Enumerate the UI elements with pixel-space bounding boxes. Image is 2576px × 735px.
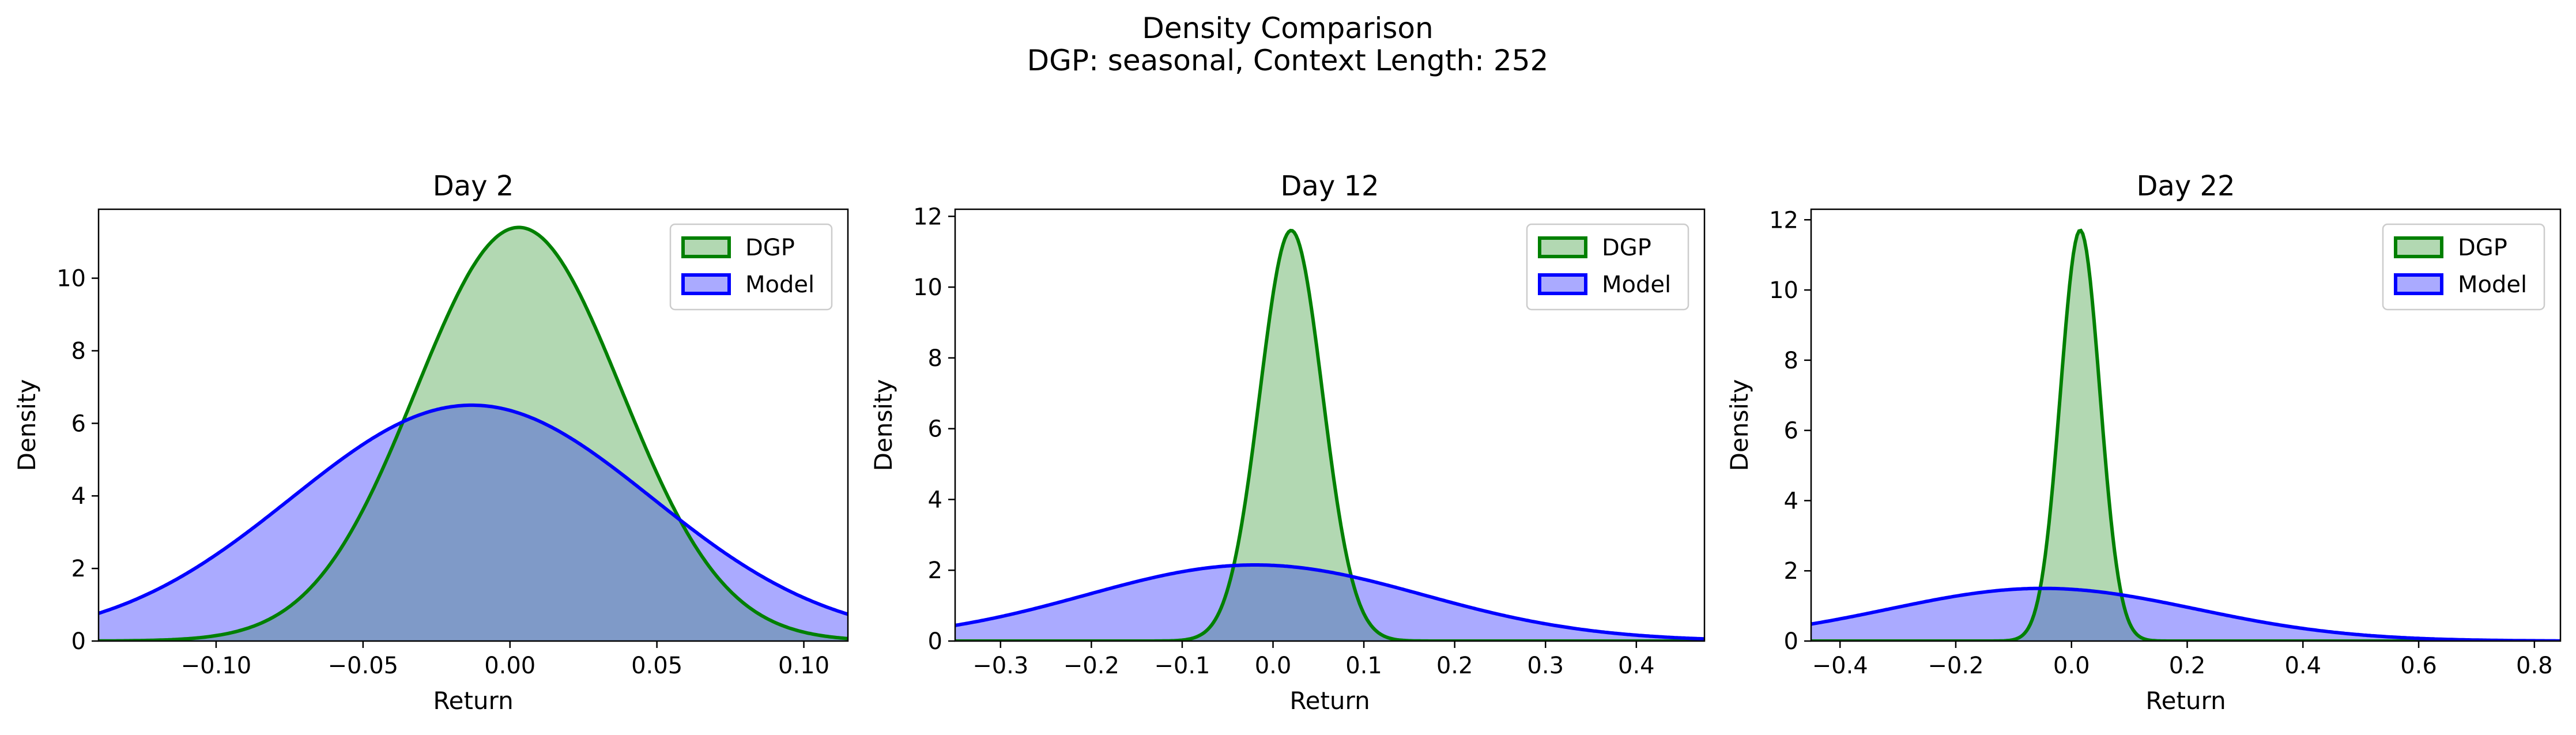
legend-label: DGP [745,235,795,261]
x-tick-label: −0.3 [972,653,1028,679]
subplot-title: Day 12 [1280,170,1379,202]
dgp-line [99,225,848,641]
x-tick-label: 0.10 [778,653,829,679]
axes-frame [97,208,849,642]
y-axis-label: Density [869,379,897,472]
legend-swatch-dgp [681,236,731,258]
y-tick-label: 2 [71,556,86,582]
legend: DGP Model [2382,223,2545,311]
x-tick-label: −0.2 [1063,653,1119,679]
y-tick-label: 0 [1784,628,1798,655]
y-tick-label: 6 [1784,418,1798,444]
y-tick-label: 2 [928,557,942,584]
subplot-title: Day 2 [433,170,514,202]
legend-swatch-model [1538,273,1587,295]
legend: DGP Model [669,223,833,311]
legend: DGP Model [1526,223,1689,311]
y-tick-label: 10 [56,266,86,292]
curves [99,225,848,641]
y-tick-label: 12 [913,203,942,230]
y-tick-label: 0 [71,628,86,655]
y-tick-label: 0 [928,628,942,655]
model-line [955,563,1704,641]
y-tick-label: 10 [913,274,942,301]
overlap-area [99,405,848,641]
subplot-2: −0.3 −0.2 −0.1 0.0 0.1 0.2 0.3 0.4 0 2 4 6 8 10 12 Day … [869,170,1706,715]
x-axis-label: Return [1289,687,1370,715]
legend-swatch-model [681,273,731,295]
y-tick-label: 4 [1784,488,1798,514]
x-tick-label: −0.2 [1928,653,1983,679]
x-tick-label: 0.0 [2053,653,2090,679]
x-axis-label: Return [2145,687,2226,715]
y-tick-label: 4 [71,483,86,510]
x-tick-label: −0.1 [1154,653,1210,679]
x-tick-label: 0.2 [2169,653,2206,679]
legend-label: Model [745,272,814,298]
overlap-area [955,565,1704,641]
y-tick-label: 6 [71,410,86,437]
x-tick-label: 0.4 [2284,653,2321,679]
x-tick-label: 0.0 [1255,653,1292,679]
y-tick-label: 6 [928,416,942,443]
x-tick-label: −0.10 [181,653,252,679]
x-tick-label: 0.2 [1436,653,1473,679]
y-tick-label: 8 [1784,348,1798,374]
figure-title: Density Comparison [1142,12,1433,45]
x-tick-label: 0.00 [484,653,535,679]
x-tick-label: 0.05 [631,653,682,679]
y-tick-label: 8 [71,338,86,364]
legend-swatch-dgp [1538,236,1587,258]
subplot-1: −0.10 −0.05 0.00 0.05 0.10 0 2 4 6 8 10 Day 2 Return… [13,170,849,715]
model-line [99,403,848,616]
legend-label: Model [2458,272,2527,298]
x-tick-label: 0.1 [1345,653,1382,679]
subplot-title: Day 22 [2136,170,2235,202]
x-axis-label: Return [433,687,513,715]
legend-label: DGP [1602,235,1651,261]
y-tick-label: 12 [1769,207,1798,233]
legend-label: Model [1602,272,1671,298]
x-tick-label: −0.05 [328,653,399,679]
subplot-3: −0.4 −0.2 0.0 0.2 0.4 0.6 0.8 0 2 4 6 8 10 12 Day 22 Re… [1725,170,2562,715]
figure-subtitle: DGP: seasonal, Context Length: 252 [1027,44,1549,77]
y-tick-label: 10 [1769,277,1798,304]
x-tick-label: 0.3 [1527,653,1564,679]
x-tick-label: 0.8 [2516,653,2553,679]
x-tick-label: 0.4 [1618,653,1655,679]
model-area [1811,588,2560,641]
y-axis-label: Density [1725,379,1753,472]
axes-frame [1810,208,2562,642]
legend-swatch-model [2394,273,2443,295]
curves [1811,228,2560,641]
y-tick-label: 4 [928,487,942,513]
curves [955,228,1704,641]
y-axis-label: Density [13,379,41,472]
legend-swatch-dgp [2394,236,2443,258]
y-tick-label: 2 [1784,558,1798,585]
dgp-area [955,231,1704,641]
dgp-line [955,228,1704,641]
x-tick-label: −0.4 [1812,653,1868,679]
legend-label: DGP [2458,235,2507,261]
y-tick-label: 8 [928,345,942,372]
axes-frame [954,208,1706,642]
x-tick-label: 0.6 [2400,653,2437,679]
model-line [1811,586,2560,641]
